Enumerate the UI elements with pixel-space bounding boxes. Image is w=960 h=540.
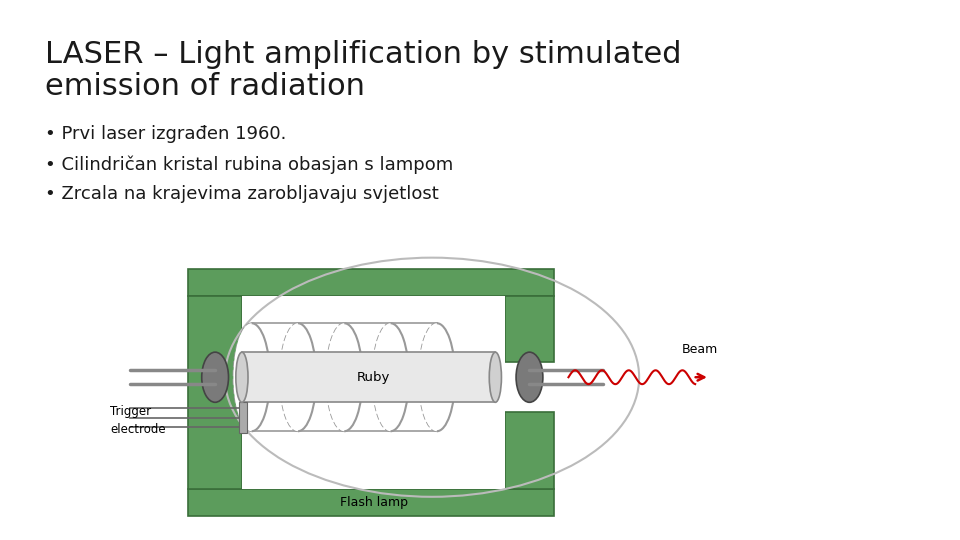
- Text: • Prvi laser izgrađen 1960.: • Prvi laser izgrađen 1960.: [45, 125, 286, 143]
- Text: LASER – Light amplification by stimulated: LASER – Light amplification by stimulate…: [45, 40, 682, 69]
- Text: Ruby: Ruby: [357, 371, 390, 384]
- Text: Trigger: Trigger: [110, 406, 152, 419]
- Bar: [188, 296, 242, 489]
- Bar: [242, 352, 495, 402]
- Text: electrode: electrode: [110, 423, 166, 436]
- Ellipse shape: [326, 323, 363, 431]
- Ellipse shape: [236, 352, 248, 402]
- Bar: [505, 296, 554, 362]
- Text: emission of radiation: emission of radiation: [45, 72, 365, 101]
- Text: Flash lamp: Flash lamp: [340, 496, 407, 509]
- Bar: [239, 402, 247, 433]
- Text: • Cilindričan kristal rubina obasjan s lampom: • Cilindričan kristal rubina obasjan s l…: [45, 155, 453, 173]
- Ellipse shape: [419, 323, 455, 431]
- Ellipse shape: [372, 323, 409, 431]
- Text: Beam: Beam: [682, 343, 718, 356]
- Ellipse shape: [490, 352, 501, 402]
- Ellipse shape: [279, 323, 316, 431]
- Ellipse shape: [516, 352, 543, 402]
- Bar: [242, 296, 505, 489]
- Bar: [188, 269, 554, 296]
- Ellipse shape: [233, 323, 270, 431]
- Ellipse shape: [202, 352, 228, 402]
- Text: • Zrcala na krajevima zarobljavaju svjetlost: • Zrcala na krajevima zarobljavaju svjet…: [45, 185, 439, 203]
- Bar: [188, 489, 554, 516]
- Bar: [505, 412, 554, 489]
